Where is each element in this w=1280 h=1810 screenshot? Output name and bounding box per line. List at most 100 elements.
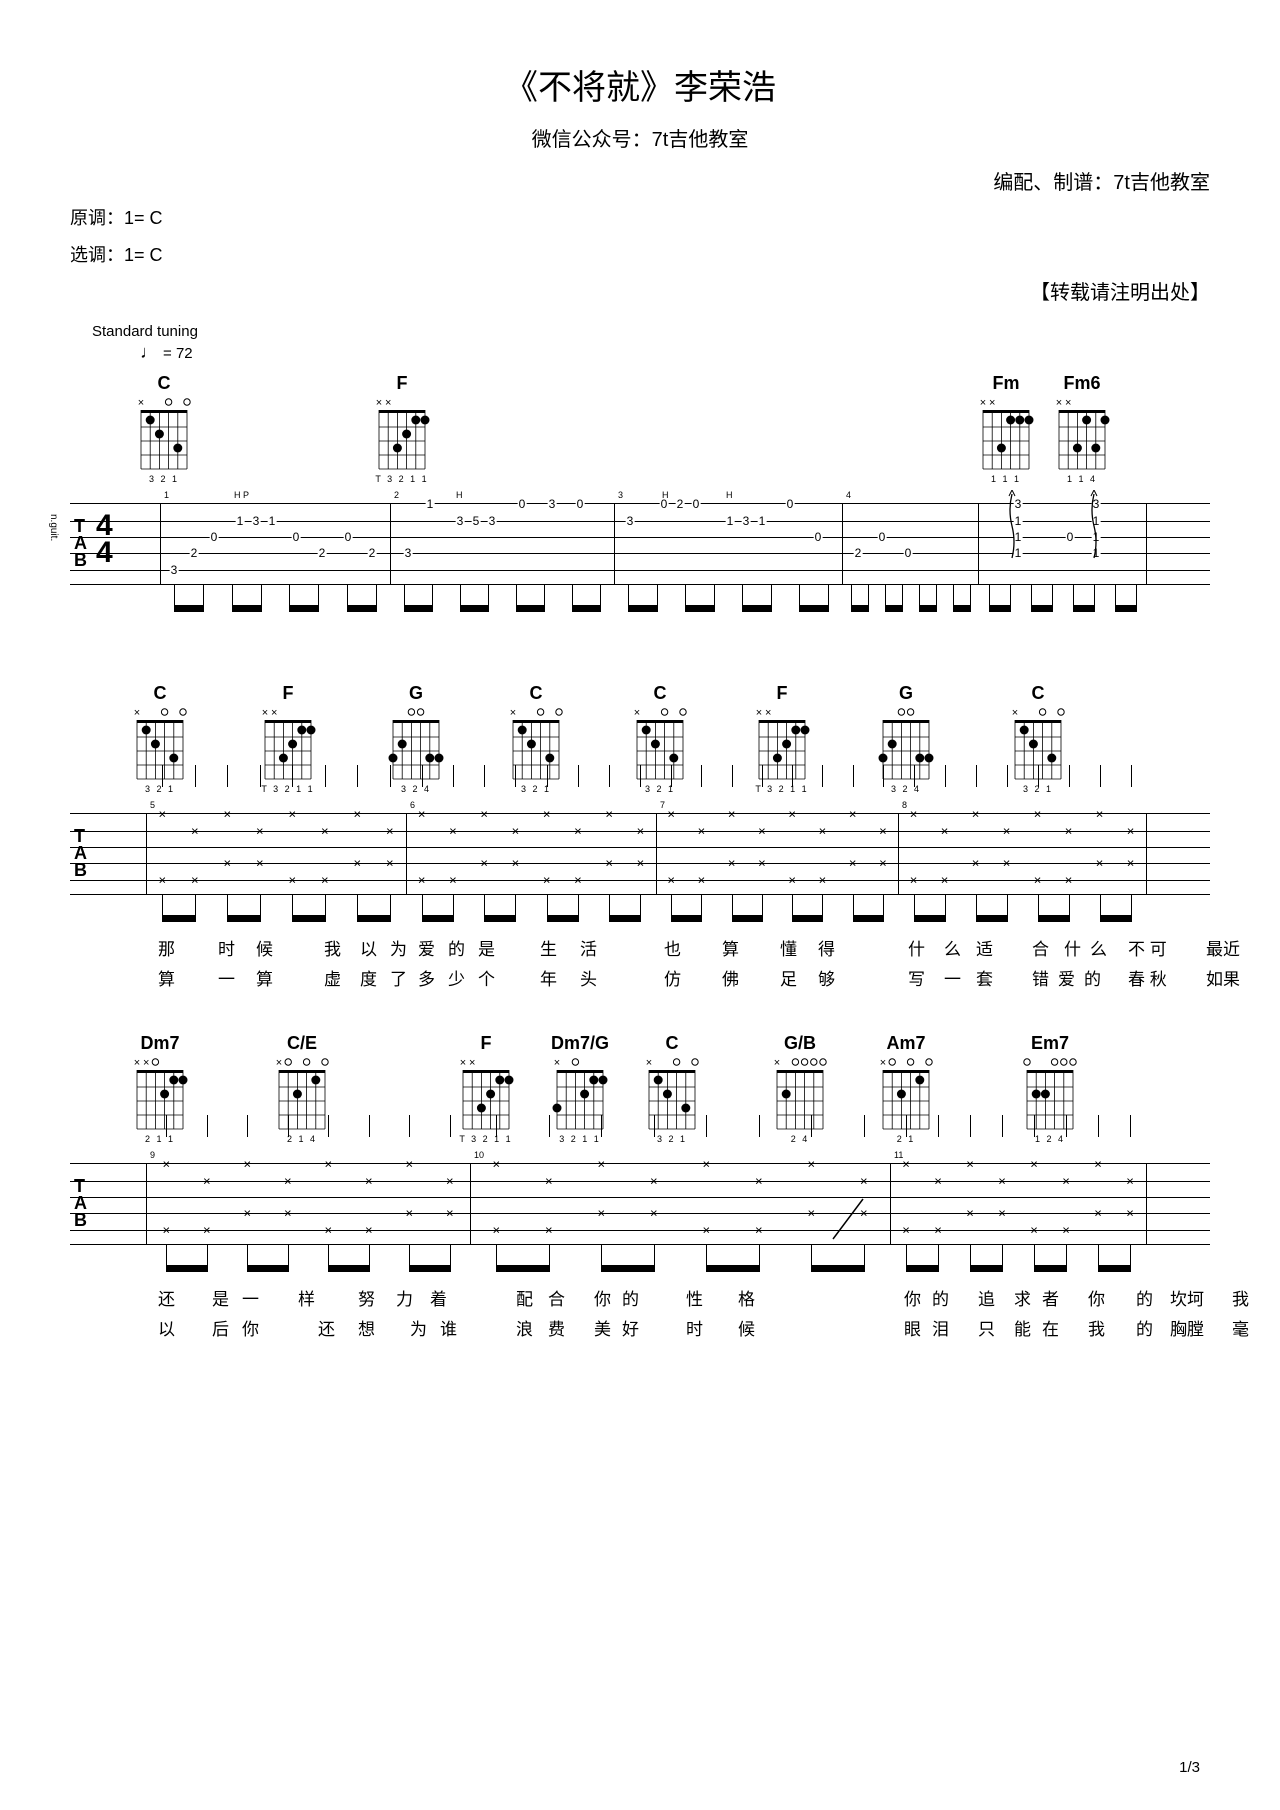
strum-mark: × — [966, 1157, 974, 1172]
strum-mark: × — [667, 807, 675, 822]
instrument-label: n.guit. — [48, 514, 59, 541]
lyric-syllable: 能 — [1014, 1315, 1031, 1340]
lyric-syllable: 以 — [158, 1315, 175, 1340]
lyric-syllable: 坎坷 — [1170, 1285, 1204, 1310]
tab-fret: 3 — [626, 514, 635, 528]
svg-text:×: × — [756, 707, 762, 719]
chord-diagram-G: G3 2 4 — [385, 683, 447, 794]
strum-mark: × — [574, 872, 582, 887]
tab-fret: 0 — [1066, 530, 1075, 544]
tab-clef: TAB — [74, 518, 87, 569]
strum-mark: × — [972, 807, 980, 822]
tempo-label: ♩ = 72 — [140, 342, 1210, 363]
lyric-syllable: 眼 — [904, 1315, 921, 1340]
strum-mark: × — [650, 1206, 658, 1221]
lyric-syllable: 算 — [722, 935, 739, 960]
system-row-3: Dm7××2 1 1C/E×2 1 4F××T 3 2 1 1Dm7/G×3 2… — [70, 1033, 1210, 1353]
svg-text:×: × — [1056, 397, 1062, 409]
strum-mark: × — [807, 1157, 815, 1172]
tab-fret: 0 — [344, 530, 353, 544]
svg-text:×: × — [634, 707, 640, 719]
strum-mark: × — [405, 1206, 413, 1221]
page-number: 1/3 — [1179, 1759, 1200, 1776]
lyrics-line-1: 还是一样努力着配合你的性格你的追求者你的坎坷我 — [70, 1285, 1210, 1313]
strum-mark: × — [637, 856, 645, 871]
strum-mark: × — [597, 1206, 605, 1221]
tab-fret: 0 — [692, 497, 701, 511]
lyric-syllable: 为 — [410, 1315, 427, 1340]
subtitle: 微信公众号：7t吉他教室 — [70, 123, 1210, 152]
strum-mark: × — [162, 1157, 170, 1172]
svg-text:×: × — [460, 1057, 466, 1069]
chord-diagram-G: G3 2 4 — [875, 683, 937, 794]
lyric-syllable: 着 — [430, 1285, 447, 1310]
lyric-syllable: 度 — [360, 965, 377, 990]
strum-mark: × — [1126, 1206, 1134, 1221]
lyric-syllable: 个 — [478, 965, 495, 990]
strum-mark: × — [807, 1206, 815, 1221]
strum-mark: × — [819, 872, 827, 887]
strum-mark: × — [1034, 807, 1042, 822]
tab-fret: 1 — [236, 514, 245, 528]
lyric-syllable: 浪 — [516, 1315, 533, 1340]
tab-fret: 3 — [548, 497, 557, 511]
svg-text:×: × — [646, 1057, 652, 1069]
lyric-syllable: 力 — [396, 1285, 413, 1310]
lyric-syllable: 候 — [256, 935, 273, 960]
tab-staff-3: TAB 91011×××××××××××××××××××××××××××××××… — [70, 1163, 1210, 1245]
svg-text:×: × — [1065, 397, 1071, 409]
strum-mark: × — [941, 872, 949, 887]
lyric-syllable: 佛 — [722, 965, 739, 990]
lyric-syllable: 求 — [1014, 1285, 1031, 1310]
strum-mark: × — [597, 1157, 605, 1172]
lyric-syllable: 你 — [1088, 1285, 1105, 1310]
strum-mark: × — [446, 1206, 454, 1221]
strum-mark: × — [446, 1173, 454, 1188]
strum-mark: × — [243, 1157, 251, 1172]
strum-mark: × — [998, 1206, 1006, 1221]
svg-text:×: × — [880, 1057, 886, 1069]
strum-mark: × — [365, 1222, 373, 1237]
strum-mark: × — [418, 807, 426, 822]
strum-mark: × — [386, 856, 394, 871]
strum-mark: × — [934, 1222, 942, 1237]
tab-fret: 3 — [742, 514, 751, 528]
tab-fret: 0 — [292, 530, 301, 544]
strum-mark: × — [1127, 856, 1135, 871]
strum-mark: × — [449, 823, 457, 838]
lyric-syllable: 适 — [976, 935, 993, 960]
system-row-1: C×3 2 1F××T 3 2 1 1Fm××1 1 1Fm6××1 1 4 n… — [70, 373, 1210, 653]
tuning-label: Standard tuning — [92, 323, 1210, 340]
lyric-syllable: 一 — [242, 1285, 259, 1310]
strum-mark: × — [1126, 1173, 1134, 1188]
lyric-syllable: 样 — [298, 1285, 315, 1310]
strum-mark: × — [1094, 1157, 1102, 1172]
tab-fret: 1 — [726, 514, 735, 528]
strum-mark: × — [650, 1173, 658, 1188]
strum-mark: × — [702, 1222, 710, 1237]
lyric-syllable: 后 — [212, 1315, 229, 1340]
tab-fret: 2 — [368, 546, 377, 560]
lyrics-line-1: 那时候我以为爱的是生活也算懂得什么适合什么不 可最近 — [70, 935, 1210, 963]
lyric-syllable: 足 — [780, 965, 797, 990]
lyric-syllable: 是 — [212, 1285, 229, 1310]
strum-mark: × — [158, 872, 166, 887]
chord-diagram-C: C×3 2 1 — [641, 1033, 703, 1144]
svg-text:×: × — [138, 397, 144, 409]
lyrics-line-2: 算一算虚度了多少个年头仿佛足够写一套错爱的春 秋如果 — [70, 965, 1210, 993]
strum-mark: × — [849, 807, 857, 822]
strum-mark: × — [1096, 856, 1104, 871]
credit: 编配、制谱：7t吉他教室 — [70, 166, 1210, 195]
strum-mark: × — [543, 872, 551, 887]
reprint-note: 【转载请注明出处】 — [70, 276, 1210, 305]
strum-mark: × — [480, 807, 488, 822]
key-selected: 选调：1= C — [70, 240, 1210, 271]
lyric-syllable: 性 — [686, 1285, 703, 1310]
svg-text:×: × — [980, 397, 986, 409]
strum-mark: × — [1065, 872, 1073, 887]
strum-mark: × — [480, 856, 488, 871]
lyric-syllable: 的 — [448, 935, 465, 960]
lyric-syllable: 套 — [976, 965, 993, 990]
strum-mark: × — [1034, 872, 1042, 887]
tab-fret: 3 — [456, 514, 465, 528]
